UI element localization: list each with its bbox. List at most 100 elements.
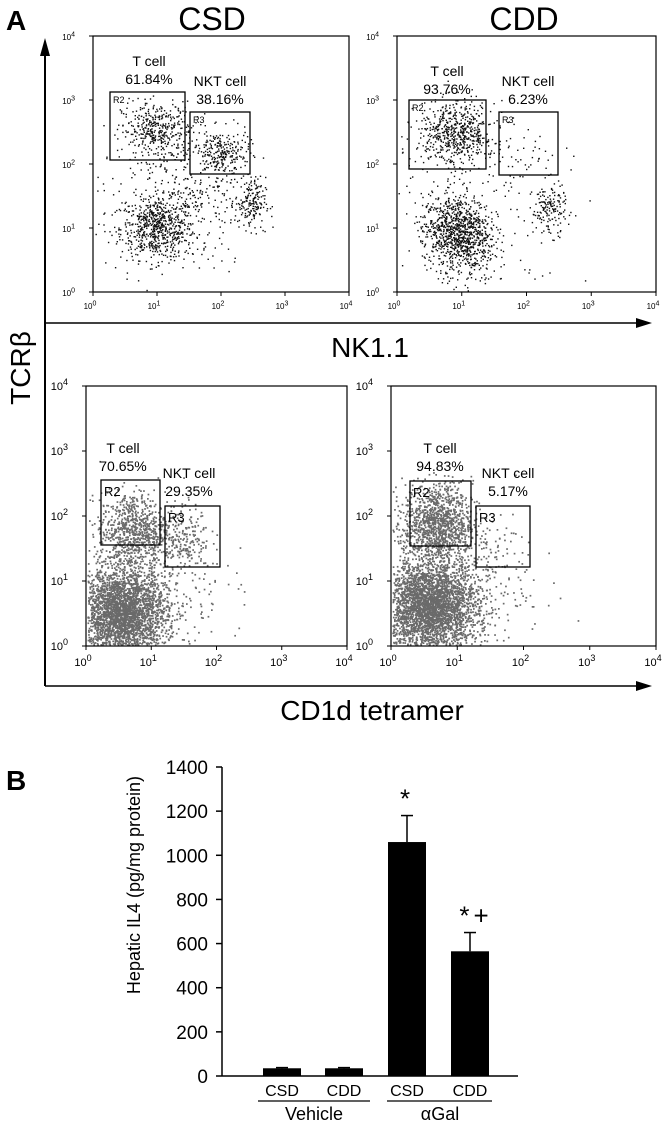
- event-dot: [224, 168, 226, 171]
- event-dot: [463, 140, 465, 143]
- event-dot: [448, 133, 450, 136]
- event-dot: [96, 636, 99, 639]
- event-dot: [265, 176, 267, 179]
- event-dot: [136, 247, 138, 249]
- event-dot: [164, 207, 167, 209]
- event-dot: [227, 134, 230, 137]
- event-dot: [176, 582, 179, 585]
- event-dot: [165, 635, 168, 638]
- event-dot: [214, 189, 216, 192]
- event-dot: [143, 198, 145, 200]
- event-dot: [248, 183, 251, 186]
- event-dot: [477, 136, 479, 138]
- event-dot: [160, 208, 163, 210]
- event-dot: [133, 598, 135, 600]
- event-dot: [170, 218, 172, 220]
- event-dot: [127, 237, 129, 239]
- event-dot: [493, 244, 495, 246]
- event-dot: [233, 158, 235, 161]
- event-dot: [127, 579, 130, 582]
- event-dot: [234, 178, 236, 181]
- event-dot: [186, 228, 189, 230]
- event-dot: [234, 219, 236, 221]
- event-dot: [416, 148, 418, 150]
- event-dot: [129, 235, 131, 237]
- event-dot: [240, 186, 242, 188]
- event-dot: [429, 121, 431, 123]
- event-dot: [162, 566, 165, 569]
- event-dot: [464, 128, 467, 130]
- event-dot: [481, 102, 483, 104]
- event-dot: [233, 166, 236, 169]
- event-dot: [167, 127, 169, 129]
- event-dot: [469, 122, 472, 124]
- event-dot: [153, 225, 156, 228]
- event-dot: [150, 232, 152, 234]
- event-dot: [166, 128, 168, 131]
- event-dot: [196, 248, 199, 250]
- event-dot: [465, 202, 467, 205]
- event-dot: [97, 588, 100, 591]
- event-dot: [544, 150, 547, 152]
- event-dot: [475, 241, 477, 244]
- event-dot: [475, 135, 477, 138]
- event-dot: [437, 229, 439, 232]
- event-dot: [535, 203, 537, 205]
- event-dot: [174, 244, 176, 246]
- event-dot: [469, 225, 471, 228]
- event-dot: [180, 208, 182, 210]
- event-dot: [175, 133, 178, 136]
- event-dot: [479, 143, 481, 145]
- event-dot: [129, 224, 131, 226]
- event-dot: [119, 563, 122, 566]
- event-dot: [146, 223, 148, 225]
- event-dot: [170, 154, 173, 156]
- event-dot: [191, 202, 194, 204]
- event-dot: [437, 197, 440, 200]
- event-dot: [252, 214, 255, 216]
- event-dot: [540, 221, 543, 224]
- event-dot: [460, 138, 462, 140]
- event-dot: [472, 158, 474, 161]
- event-dot: [106, 156, 108, 158]
- event-dot: [181, 127, 183, 129]
- event-dot: [177, 107, 180, 110]
- event-dot: [205, 141, 207, 144]
- event-dot: [461, 131, 464, 133]
- event-dot: [466, 259, 468, 261]
- event-dot: [115, 243, 118, 245]
- event-dot: [439, 132, 441, 135]
- event-dot: [462, 117, 464, 119]
- event-dot: [431, 190, 433, 192]
- event-dot: [423, 256, 426, 258]
- event-dot: [169, 139, 171, 141]
- event-dot: [470, 221, 472, 223]
- event-dot: [429, 208, 431, 210]
- event-dot: [450, 161, 453, 163]
- event-dot: [247, 195, 249, 197]
- event-dot: [195, 201, 197, 203]
- event-dot: [118, 227, 120, 229]
- event-dot: [103, 224, 105, 226]
- event-dot: [133, 191, 135, 194]
- event-dot: [159, 250, 162, 253]
- event-dot: [429, 127, 431, 129]
- event-dot: [141, 611, 143, 614]
- event-dot: [209, 143, 212, 145]
- event-dot: [140, 242, 143, 244]
- event-dot: [119, 598, 122, 601]
- event-dot: [147, 118, 149, 120]
- event-dot: [490, 227, 492, 229]
- event-dot: [164, 167, 166, 169]
- y-tick-label: 100: [62, 287, 75, 298]
- event-dot: [563, 191, 565, 194]
- event-dot: [424, 128, 426, 130]
- event-dot: [154, 121, 156, 123]
- event-dot: [432, 250, 434, 253]
- event-dot: [161, 134, 163, 136]
- event-dot: [142, 128, 145, 130]
- event-dot: [137, 97, 139, 100]
- event-dot: [175, 216, 177, 218]
- event-dot: [121, 250, 124, 253]
- event-dot: [174, 178, 176, 180]
